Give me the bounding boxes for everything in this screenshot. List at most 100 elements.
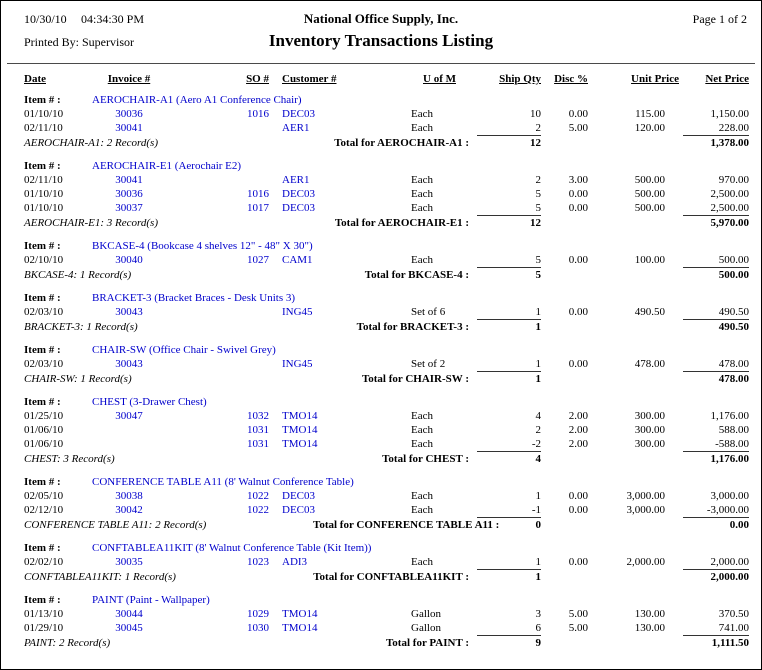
net-price-cell: 741.00: [718, 622, 749, 634]
uofm-cell: Each: [411, 410, 433, 422]
transaction-row: 01/29/10 30045 1030 TMO14 Gallon 6 5.00 130.00 7…: [15, 621, 749, 636]
group-spacer-cell: [15, 532, 749, 541]
item-name: CONFERENCE TABLE A11 (8' Walnut Conferen…: [92, 476, 354, 488]
group-total-row: CONFTABLEA11KIT: 1 Record(s) Total for CO…: [15, 569, 749, 584]
net-price-cell: -3,000.00: [706, 504, 749, 516]
unit-price-cell: 130.00: [634, 608, 665, 620]
date-cell: 01/06/10: [24, 438, 64, 451]
ship-qty-cell: -2: [531, 438, 541, 450]
empty-unit-cell: [593, 452, 683, 467]
ship-qty-cell: 5: [535, 188, 542, 200]
ship-qty-cell: 1: [535, 556, 542, 568]
transaction-row: 01/10/10 30036 1016 DEC03 Each 10 0.00 115.00 1,…: [15, 107, 749, 121]
invoice-number: 30040: [115, 254, 143, 267]
unit-price-cell: 478.00: [634, 358, 665, 371]
group-total-label: Total for AEROCHAIR-E1 :: [334, 216, 469, 229]
net-price-cell: 2,500.00: [710, 188, 750, 200]
uofm-cell: Each: [411, 254, 433, 267]
net-price-cell: -588.00: [715, 438, 749, 450]
group-total-label: Total for CONFTABLEA11KIT :: [313, 570, 469, 583]
item-number-label: Item # :: [24, 160, 61, 172]
empty-unit-cell: [593, 320, 683, 335]
uofm-cell: Set of 2: [411, 358, 446, 371]
disc-cell: 0.00: [568, 202, 588, 215]
unit-price-cell: 490.50: [634, 306, 665, 319]
item-header-row: Item # : BKCASE-4 (Bookcase 4 shelves 12"…: [15, 239, 749, 253]
empty-unit-cell: [593, 136, 683, 151]
group-total-label: Total for BRACKET-3 :: [356, 320, 469, 333]
group-total-row: PAINT: 2 Record(s) Total for PAINT : 9 1,11…: [15, 635, 749, 650]
unit-price-cell: 300.00: [634, 424, 665, 436]
report-time: 04:34:30 PM: [81, 12, 145, 26]
transaction-row: 01/06/10 1031 TMO14 Each 2 2.00 300.00 588.00: [15, 423, 749, 437]
net-price-cell: 478.00: [718, 358, 749, 370]
page-number: Page 1 of 2: [692, 12, 747, 26]
customer-code: DEC03: [282, 188, 315, 200]
report-date: 10/30/10: [24, 12, 67, 26]
ship-qty-cell: 2: [535, 122, 542, 134]
empty-disc-cell: [541, 268, 593, 283]
disc-cell: 0.00: [568, 358, 588, 371]
invoice-number: 30036: [115, 188, 143, 200]
group-spacer-cell: [15, 466, 749, 475]
group-total-label: Total for CHEST :: [382, 452, 469, 465]
item-name: BKCASE-4 (Bookcase 4 shelves 12" - 48" X…: [92, 240, 313, 252]
uofm-cell: Each: [411, 202, 433, 215]
item-header-row: Item # : CONFTABLEA11KIT (8' Walnut Confe…: [15, 541, 749, 555]
group-total-qty: 9: [477, 635, 541, 650]
unit-price-cell: 130.00: [634, 622, 665, 635]
invoice-number: 30036: [115, 108, 143, 120]
uofm-cell: Each: [411, 122, 433, 135]
empty-disc-cell: [541, 216, 593, 231]
net-price-cell: 490.50: [718, 306, 749, 318]
ship-qty-cell: 10: [530, 108, 541, 120]
date-cell: 01/25/10: [24, 410, 64, 422]
group-spacer: [15, 386, 749, 395]
record-count: AEROCHAIR-E1: 3 Record(s): [24, 216, 158, 229]
item-name: AEROCHAIR-E1 (Aerochair E2): [92, 160, 242, 172]
group-spacer: [15, 584, 749, 593]
customer-code: TMO14: [282, 608, 318, 620]
group-total-label: Total for PAINT :: [385, 636, 469, 649]
column-header-customer: Customer #: [282, 73, 337, 85]
group-spacer-cell: [15, 230, 749, 239]
unit-price-cell: 115.00: [635, 108, 665, 120]
group-total-net: 500.00: [683, 267, 749, 282]
item-number-label: Item # :: [24, 292, 61, 304]
disc-cell: 0.00: [568, 490, 588, 502]
group-total-qty: 4: [477, 451, 541, 466]
item-number-label: Item # :: [24, 476, 61, 488]
net-price-cell: 2,500.00: [710, 202, 750, 214]
item-number-label: Item # :: [24, 594, 61, 606]
column-header-row: Date Invoice # SO # Customer # U of M Ship Qt…: [15, 72, 749, 89]
report-header: 10/30/10 04:34:30 PM National Office Sup…: [1, 1, 761, 63]
column-header-so: SO #: [246, 73, 269, 85]
so-number: 1027: [247, 254, 269, 267]
item-header-row: Item # : AEROCHAIR-E1 (Aerochair E2): [15, 159, 749, 173]
uofm-cell: Each: [411, 424, 433, 436]
uofm-cell: Each: [411, 490, 433, 502]
net-price-cell: 3,000.00: [710, 490, 750, 502]
unit-price-cell: 300.00: [634, 410, 665, 422]
unit-price-cell: 500.00: [634, 174, 665, 186]
empty-disc-cell: [541, 136, 593, 151]
disc-cell: 0.00: [568, 504, 588, 517]
transaction-row: 01/10/10 30036 1016 DEC03 Each 5 0.00 500.00 2,5…: [15, 187, 749, 201]
item-number-label: Item # :: [24, 542, 61, 554]
item-header-row: Item # : BRACKET-3 (Bracket Braces - Desk…: [15, 291, 749, 305]
group-total-row: BRACKET-3: 1 Record(s) Total for BRACKET-…: [15, 319, 749, 335]
net-price-cell: 1,150.00: [710, 108, 750, 120]
record-count: AEROCHAIR-A1: 2 Record(s): [24, 136, 158, 149]
group-total-qty: 12: [477, 135, 541, 150]
ship-qty-cell: 1: [535, 490, 542, 502]
customer-code: DEC03: [282, 504, 315, 517]
invoice-number: [83, 423, 175, 437]
disc-cell: 0.00: [568, 556, 588, 569]
empty-unit-cell: [593, 518, 683, 533]
so-number: 1017: [247, 202, 269, 215]
record-count: CONFTABLEA11KIT: 1 Record(s): [24, 570, 176, 583]
item-name: CONFTABLEA11KIT (8' Walnut Conference Ta…: [92, 542, 372, 554]
group-total-row: CHAIR-SW: 1 Record(s) Total for CHAIR-SW …: [15, 371, 749, 386]
group-total-qty: 5: [477, 267, 541, 282]
